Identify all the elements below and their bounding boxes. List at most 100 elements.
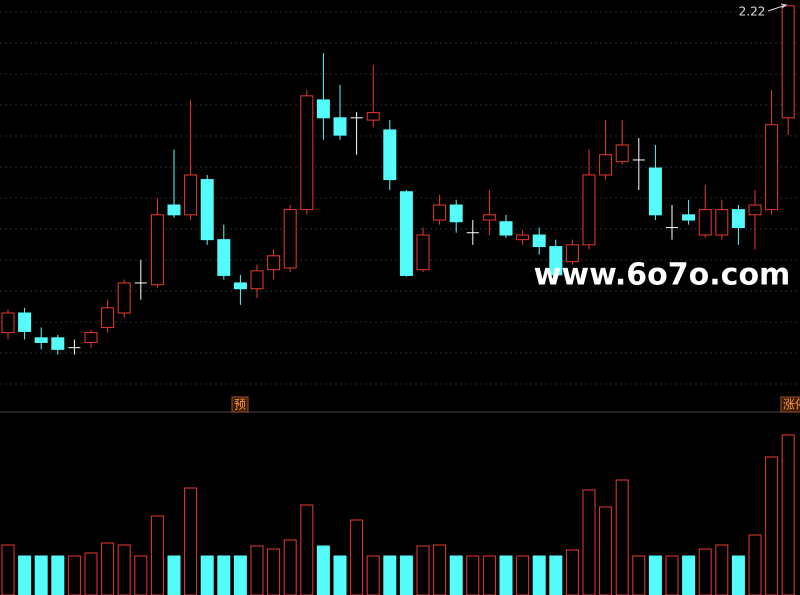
volume-bar — [267, 548, 281, 595]
candle-body — [449, 204, 463, 223]
candle-body — [748, 204, 762, 216]
volume-bar — [466, 555, 480, 595]
volume-bar — [300, 504, 314, 595]
candle-body — [731, 209, 745, 229]
candle-body — [366, 112, 380, 121]
candle-body — [34, 337, 48, 343]
volume-bar — [582, 489, 596, 595]
candle-body — [217, 239, 231, 276]
volume-bar — [366, 555, 380, 595]
candle-body — [233, 282, 247, 290]
candle-body — [117, 282, 131, 314]
candle-body — [516, 234, 530, 241]
candle-body — [150, 214, 164, 286]
volume-bar — [101, 542, 115, 595]
volume-bar — [698, 548, 712, 595]
candle-body — [167, 204, 181, 216]
volume-bar — [117, 544, 131, 595]
marker: 预 — [234, 398, 246, 412]
volume-bar — [399, 555, 413, 595]
candle-body — [316, 99, 330, 119]
candle-body — [84, 332, 98, 343]
marker: 涨停 — [783, 397, 800, 412]
volume-bar — [350, 519, 364, 595]
candle-body — [765, 124, 779, 211]
volume-bar — [200, 555, 214, 595]
candle-body — [51, 337, 65, 350]
candle-body — [200, 179, 214, 241]
volume-bar — [383, 555, 397, 595]
volume-bar — [648, 555, 662, 595]
candle-body — [300, 95, 314, 211]
candle-body — [333, 117, 347, 136]
candle-body — [682, 214, 696, 221]
volume-bar — [715, 544, 729, 595]
marker-box — [780, 396, 800, 413]
volume-bar — [1, 544, 15, 595]
candle-body — [18, 312, 32, 332]
candle-body — [101, 307, 115, 328]
volume-bar — [316, 545, 330, 595]
volume-bar — [499, 555, 513, 595]
volume-bar — [134, 555, 148, 595]
volume-bar — [731, 555, 745, 595]
candle-body — [283, 209, 297, 269]
candle-body — [399, 191, 413, 276]
marker-box — [231, 396, 249, 413]
volume-bar — [482, 555, 496, 595]
volume-bar — [250, 545, 264, 595]
candle-body — [250, 270, 264, 290]
candle-body — [267, 255, 281, 271]
volume-bar — [34, 555, 48, 595]
volume-bar — [233, 555, 247, 595]
volume-bar — [51, 555, 65, 595]
volume-bar — [549, 555, 563, 595]
volume-bar — [632, 555, 646, 595]
volume-bar — [682, 555, 696, 595]
volume-bar — [184, 487, 198, 595]
volume-bar — [599, 506, 613, 595]
candle-body — [1, 312, 15, 334]
high-annotation: 2.22 — [739, 5, 766, 19]
candle-body — [615, 144, 629, 163]
candle-body — [599, 154, 613, 176]
volume-bar — [781, 434, 795, 595]
volume-bar — [217, 555, 231, 595]
volume-bar — [333, 555, 347, 595]
candle-body — [549, 246, 563, 276]
marks — [1, 5, 795, 595]
candle-body — [383, 129, 397, 181]
volume-bar — [416, 545, 430, 595]
candle-body — [532, 234, 546, 248]
candle-body — [184, 174, 198, 216]
volume-bar — [748, 534, 762, 595]
volume-bar — [67, 555, 81, 595]
volume-bar — [167, 555, 181, 595]
volume-bar — [516, 555, 530, 595]
volume-bar — [84, 552, 98, 595]
candle-body — [582, 174, 596, 246]
annotation-arrow — [767, 3, 788, 12]
candle-body — [648, 167, 662, 216]
watermark: www.6o7o.com — [534, 258, 791, 293]
volume-bar — [532, 555, 546, 595]
volume-bar — [433, 544, 447, 595]
volume-bar — [665, 555, 679, 595]
candle-body — [698, 209, 712, 236]
volume-bar — [449, 555, 463, 595]
candle-body — [433, 204, 447, 221]
candle-body — [499, 221, 513, 236]
candle-body — [781, 5, 795, 119]
volume-bar — [283, 539, 297, 595]
volume-bar — [150, 515, 164, 595]
candle-body — [482, 214, 496, 221]
volume-bar — [18, 555, 32, 595]
candle-body — [715, 209, 729, 236]
volume-bar — [565, 549, 579, 595]
volume-bar — [765, 456, 779, 595]
candle-body — [416, 234, 430, 271]
candle-body — [565, 244, 579, 263]
volume-bar — [615, 479, 629, 595]
